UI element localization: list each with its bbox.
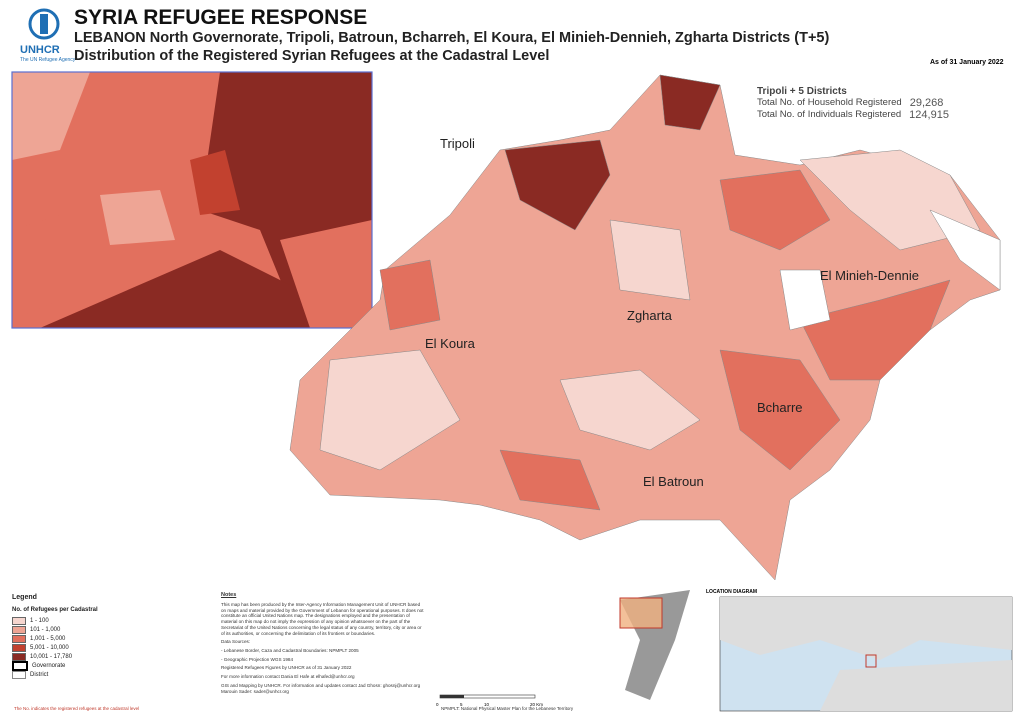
legend-swatch: [12, 616, 26, 625]
region-diagram: [719, 596, 1013, 712]
region-label: Tripoli: [440, 136, 475, 151]
notes-paragraph: - Geographic Projection WGS 1984: [221, 656, 294, 662]
notes-paragraph: GIS and Mapping by UNHCR. For informatio…: [221, 682, 421, 694]
notes-heading: Notes: [221, 592, 237, 598]
logo: [28, 8, 60, 40]
legend-label: 5,001 - 10,000: [30, 644, 69, 651]
scale-label: 5: [460, 702, 463, 707]
title: SYRIA REFUGEE RESPONSE: [74, 6, 368, 29]
legend-row: 10,001 - 17,780: [12, 652, 98, 661]
scale-label: 10: [484, 702, 490, 707]
notes-paragraph: This map has been produced by the Inter-…: [221, 601, 424, 636]
subtitle: LEBANON North Governorate, Tripoli, Batr…: [74, 30, 830, 46]
summary-row: Total No. of Individuals Registered 124,9…: [757, 109, 949, 121]
footer-note: The No. indicates the registered refugee…: [14, 706, 140, 711]
legend-label: 1,001 - 5,000: [30, 635, 66, 642]
legend-swatch: [12, 660, 28, 671]
notes-paragraph: - Lebanese Border, Caza and Cadastral Bo…: [221, 648, 359, 654]
legend-subtitle: No. of Refugees per Cadastral: [12, 607, 98, 613]
region-label: El Koura: [425, 336, 475, 351]
summary-box: Tripoli + 5 Districts Total No. of House…: [757, 86, 949, 121]
inset-map: [11, 71, 373, 329]
legend-title: Legend: [12, 594, 37, 601]
legend-label: 1 - 100: [30, 617, 49, 624]
summary-value: 29,268: [909, 97, 944, 109]
notes-paragraph: For more information contact Dania El Ha…: [221, 674, 355, 680]
map-title: Distribution of the Registered Syrian Re…: [74, 48, 550, 64]
notes: Notes This map has been produced by the …: [221, 592, 426, 697]
region-label: El Minieh-Dennie: [820, 268, 919, 283]
summary-value: 124,915: [909, 109, 949, 121]
legend-label: 10,001 - 17,780: [30, 653, 73, 660]
legend-row: Governorate: [12, 660, 98, 671]
region-label: Zgharta: [627, 308, 672, 323]
location-heading: LOCATION DIAGRAM: [706, 589, 758, 595]
notes-paragraph: Registered Refugees Figures by UNHCR as …: [221, 665, 352, 671]
legend-swatch: [12, 634, 26, 643]
summary-label: Total No. of Household Registered: [757, 97, 902, 108]
date: As of 31 January 2022: [930, 59, 1004, 66]
org-name: UNHCR: [20, 44, 60, 56]
region-label: Bcharre: [757, 400, 803, 415]
notes-paragraph: Data Sources:: [221, 639, 251, 645]
legend-row: 1 - 100: [12, 616, 98, 625]
summary-heading: Tripoli + 5 Districts: [757, 86, 847, 97]
legend-label: 101 - 1,000: [30, 626, 61, 633]
legend-swatch: [12, 652, 26, 661]
legend-row: 1,001 - 5,000: [12, 634, 98, 643]
scale-label: 0: [436, 702, 439, 707]
scale-label: 20 Km: [530, 702, 544, 707]
legend-swatch: [12, 625, 26, 634]
legend-label: Governorate: [32, 662, 66, 669]
legend-row: 5,001 - 10,000: [12, 643, 98, 652]
legend-swatch: [12, 643, 26, 652]
source-note: NPMPLT: National Physical Master Plan fo…: [441, 706, 574, 711]
main-map: [289, 74, 1001, 581]
lebanon-diagram: [619, 590, 690, 700]
summary-label: Total No. of Individuals Registered: [757, 109, 902, 120]
org-tagline: The UN Refugee Agency: [20, 57, 76, 63]
scale-bar: [439, 694, 536, 699]
summary-row: Total No. of Household Registered 29,268: [757, 97, 949, 109]
legend: Legend No. of Refugees per Cadastral 1 -…: [12, 594, 98, 679]
legend-swatch: [12, 670, 26, 679]
region-label: El Batroun: [643, 474, 704, 489]
legend-row: 101 - 1,000: [12, 625, 98, 634]
legend-label: District: [30, 671, 49, 678]
legend-row: District: [12, 670, 98, 679]
